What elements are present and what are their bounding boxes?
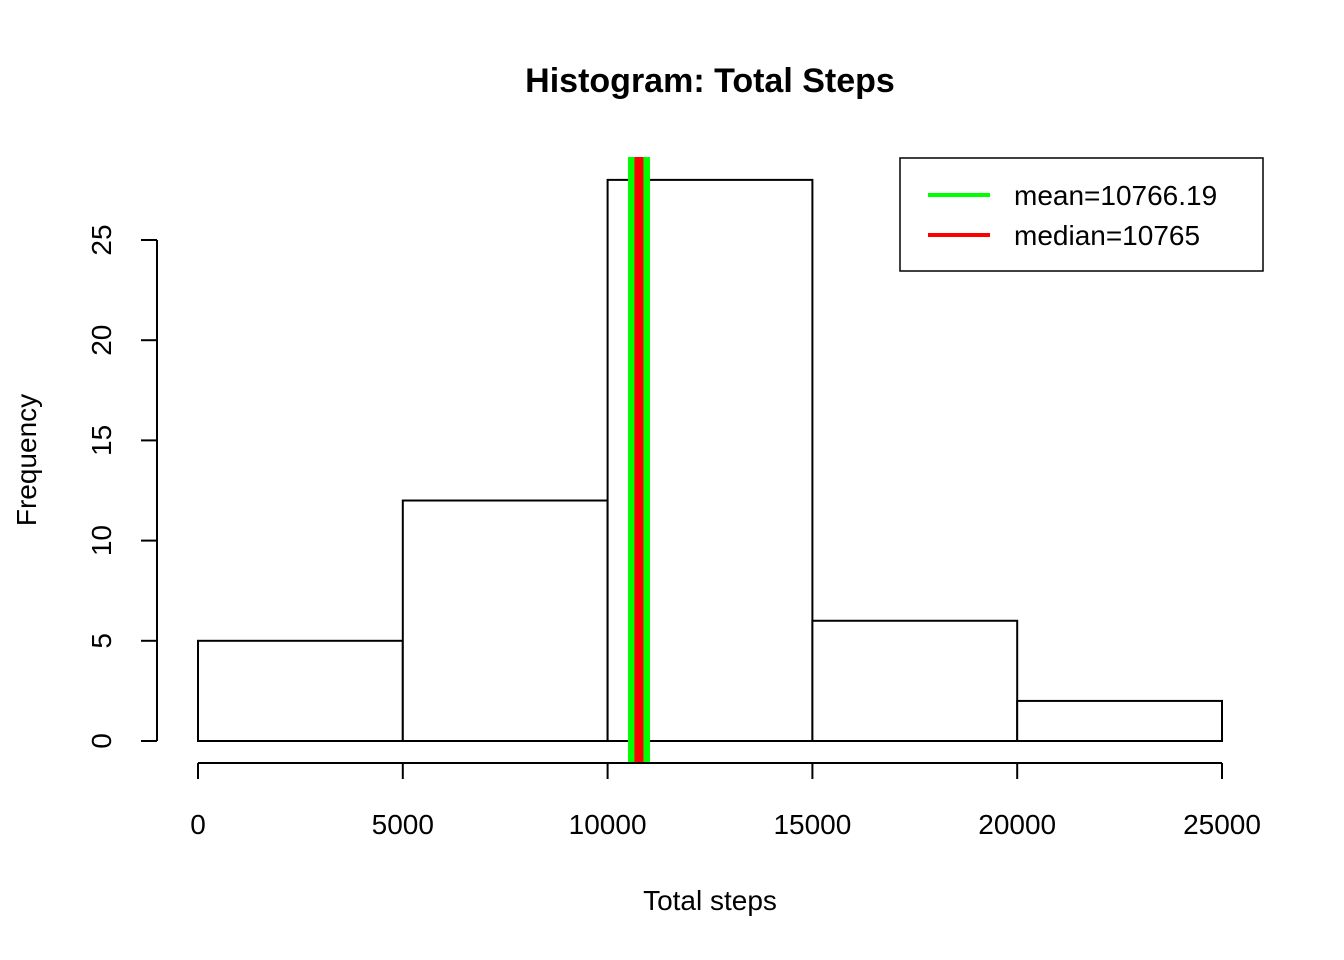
x-tick-label: 0 — [190, 809, 206, 840]
y-tick-label: 25 — [86, 224, 117, 255]
histogram-bar-5 — [1016, 699, 1224, 742]
y-tick-label: 10 — [86, 525, 117, 556]
y-tick-label: 5 — [86, 633, 117, 649]
x-tick-label: 15000 — [773, 809, 851, 840]
y-axis-label: Frequency — [11, 394, 42, 526]
legend-label: mean=10766.19 — [1014, 180, 1217, 211]
legend-label: median=10765 — [1014, 220, 1200, 251]
histogram-bar-1 — [197, 639, 404, 742]
bars-group — [197, 178, 1224, 743]
chart-title: Histogram: Total Steps — [525, 62, 895, 100]
histogram-bar-2 — [401, 499, 609, 742]
y-tick-label: 0 — [86, 733, 117, 749]
x-axis-label: Total steps — [643, 885, 777, 916]
x-tick-label: 5000 — [372, 809, 434, 840]
x-axis: 0 5000 10000 15000 20000 25000 — [190, 762, 1261, 840]
legend: mean=10766.19 median=10765 — [899, 157, 1264, 272]
x-tick-label: 10000 — [569, 809, 647, 840]
x-tick-label: 20000 — [978, 809, 1056, 840]
y-tick-label: 15 — [86, 425, 117, 456]
y-axis: 0 5 10 15 20 25 — [86, 224, 158, 749]
legend-box — [899, 157, 1264, 272]
x-tick-label: 25000 — [1183, 809, 1261, 840]
y-tick-label: 20 — [86, 325, 117, 356]
histogram-bar-4 — [811, 619, 1019, 743]
